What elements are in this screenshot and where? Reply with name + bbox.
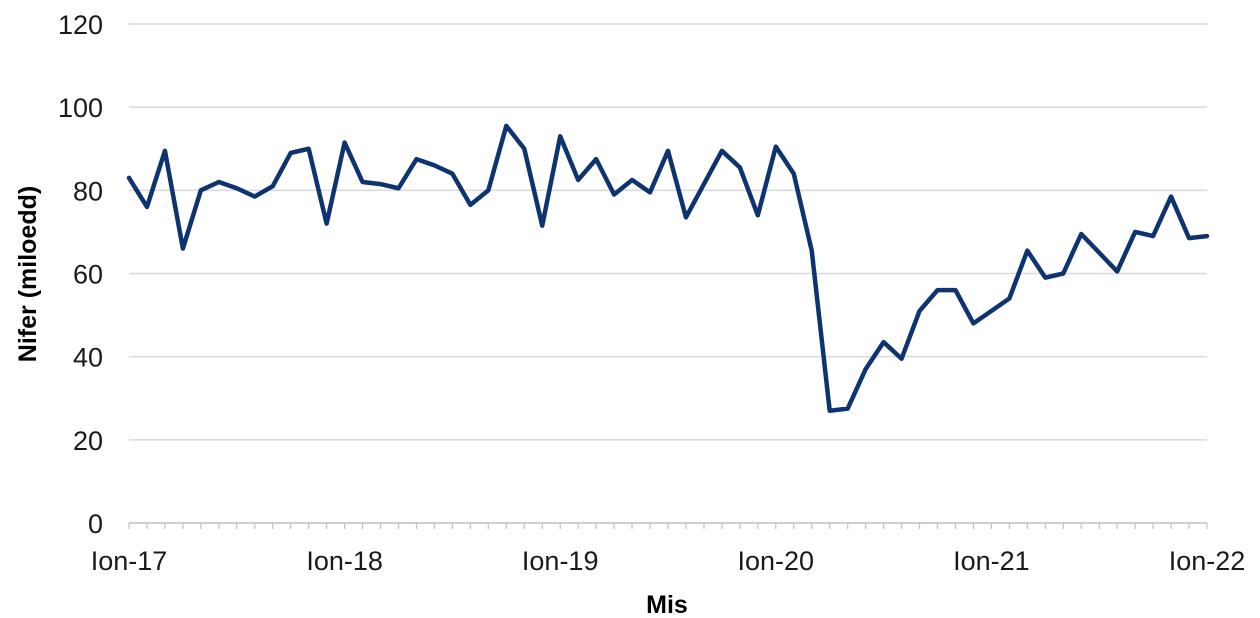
- data-point: [1115, 269, 1119, 273]
- y-tick-label: 120: [58, 10, 103, 40]
- data-point: [271, 184, 275, 188]
- data-point: [576, 178, 580, 182]
- data-point: [828, 409, 832, 413]
- data-point: [648, 190, 652, 194]
- series-layer: [126, 123, 1210, 413]
- data-point: [432, 163, 436, 167]
- data-point: [1007, 296, 1011, 300]
- data-point: [468, 203, 472, 207]
- data-point: [414, 157, 418, 161]
- data-point: [378, 182, 382, 186]
- x-axis-tick-labels: Ion-17 Ion-18 Ion-19 Ion-20 Ion-21 Ion-22: [91, 546, 1246, 576]
- series-line: [126, 123, 1210, 413]
- data-point: [935, 288, 939, 292]
- x-tick-label: Ion-21: [953, 546, 1030, 576]
- data-point: [774, 144, 778, 148]
- data-point: [181, 246, 185, 250]
- data-point: [1151, 234, 1155, 238]
- data-point: [666, 149, 670, 153]
- y-tick-label: 20: [73, 426, 103, 456]
- x-axis: [128, 522, 1208, 529]
- y-axis-tick-labels: 0 20 40 60 80 100 120: [58, 10, 103, 539]
- data-point: [1097, 251, 1101, 255]
- data-point: [163, 149, 167, 153]
- data-point: [1061, 271, 1065, 275]
- data-point: [989, 309, 993, 313]
- data-point: [199, 188, 203, 192]
- y-tick-label: 60: [73, 260, 103, 290]
- y-tick-label: 40: [73, 343, 103, 373]
- x-tick-label: Ion-19: [522, 546, 599, 576]
- data-point: [756, 213, 760, 217]
- x-tick-label: Ion-20: [738, 546, 815, 576]
- data-point: [738, 165, 742, 169]
- data-point: [702, 182, 706, 186]
- data-point: [684, 215, 688, 219]
- data-point: [540, 223, 544, 227]
- data-point: [863, 367, 867, 371]
- y-tick-label: 80: [73, 176, 103, 206]
- data-point: [522, 147, 526, 151]
- data-point: [127, 176, 131, 180]
- data-point: [1043, 275, 1047, 279]
- y-axis-title: Nifer (miloedd): [14, 186, 42, 362]
- data-point: [971, 321, 975, 325]
- data-point: [486, 188, 490, 192]
- data-point: [504, 124, 508, 128]
- data-point: [289, 151, 293, 155]
- data-point: [1133, 230, 1137, 234]
- data-point: [253, 194, 257, 198]
- data-point: [612, 192, 616, 196]
- data-point: [1025, 248, 1029, 252]
- data-point: [235, 186, 239, 190]
- x-tick-label: Ion-17: [91, 546, 168, 576]
- data-point: [324, 221, 328, 225]
- data-point: [342, 140, 346, 144]
- x-axis-title: Mis: [646, 591, 688, 618]
- data-point: [306, 147, 310, 151]
- gridlines: [129, 23, 1207, 441]
- data-point: [1187, 236, 1191, 240]
- data-point: [145, 205, 149, 209]
- data-point: [594, 157, 598, 161]
- data-point: [810, 248, 814, 252]
- data-point: [899, 357, 903, 361]
- data-point: [396, 186, 400, 190]
- data-point: [1205, 234, 1209, 238]
- data-point: [360, 180, 364, 184]
- data-point: [630, 178, 634, 182]
- data-point: [217, 180, 221, 184]
- data-point: [792, 172, 796, 176]
- data-point: [1169, 194, 1173, 198]
- x-tick-label: Ion-22: [1169, 546, 1246, 576]
- data-point: [558, 134, 562, 138]
- y-tick-label: 0: [88, 509, 103, 539]
- y-tick-label: 100: [58, 93, 103, 123]
- data-point: [881, 340, 885, 344]
- data-point: [845, 406, 849, 410]
- data-point: [450, 172, 454, 176]
- data-point: [953, 288, 957, 292]
- data-point: [1079, 232, 1083, 236]
- data-point: [720, 149, 724, 153]
- x-tick-label: Ion-18: [306, 546, 383, 576]
- data-point: [917, 309, 921, 313]
